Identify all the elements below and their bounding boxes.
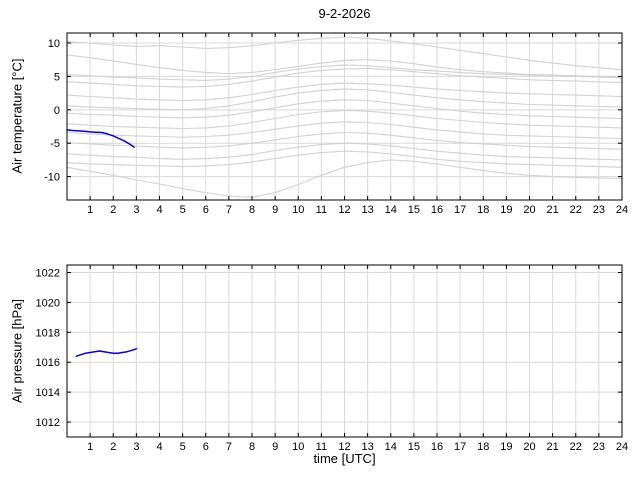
- svg-text:15: 15: [408, 204, 420, 216]
- figure-title: 9-2-2026: [318, 6, 371, 21]
- svg-text:8: 8: [249, 204, 255, 216]
- svg-text:4: 4: [156, 441, 162, 453]
- svg-text:5: 5: [54, 71, 60, 83]
- svg-text:22: 22: [570, 204, 582, 216]
- svg-text:21: 21: [547, 204, 559, 216]
- svg-text:-5: -5: [50, 138, 60, 150]
- svg-text:0: 0: [54, 105, 60, 117]
- svg-text:18: 18: [477, 204, 489, 216]
- pressure-y-axis-label: Air pressure [hPa]: [9, 298, 25, 404]
- svg-text:2: 2: [110, 204, 116, 216]
- svg-text:1: 1: [87, 441, 93, 453]
- svg-text:17: 17: [454, 441, 466, 453]
- svg-text:14: 14: [385, 441, 397, 453]
- svg-text:1018: 1018: [36, 327, 60, 339]
- time-x-axis-label: time [UTC]: [313, 451, 376, 466]
- svg-text:3: 3: [133, 441, 139, 453]
- svg-text:2: 2: [110, 441, 116, 453]
- svg-text:10: 10: [292, 204, 304, 216]
- svg-text:9: 9: [272, 204, 278, 216]
- svg-text:11: 11: [316, 441, 327, 453]
- svg-text:5: 5: [180, 441, 186, 453]
- svg-text:12: 12: [338, 204, 350, 216]
- svg-text:23: 23: [593, 204, 605, 216]
- svg-text:1016: 1016: [36, 357, 60, 369]
- svg-text:3: 3: [133, 204, 139, 216]
- svg-text:1: 1: [87, 204, 93, 216]
- svg-text:21: 21: [547, 441, 559, 453]
- svg-text:13: 13: [362, 204, 374, 216]
- svg-text:17: 17: [454, 204, 466, 216]
- svg-text:20: 20: [523, 441, 535, 453]
- svg-text:19: 19: [500, 441, 512, 453]
- svg-text:22: 22: [570, 441, 582, 453]
- svg-text:12: 12: [338, 441, 350, 453]
- svg-text:7: 7: [226, 441, 232, 453]
- svg-text:10: 10: [292, 441, 304, 453]
- svg-text:6: 6: [203, 204, 209, 216]
- svg-text:7: 7: [226, 204, 232, 216]
- svg-text:10: 10: [48, 38, 60, 50]
- svg-text:1022: 1022: [36, 267, 60, 279]
- svg-text:15: 15: [408, 441, 420, 453]
- svg-text:11: 11: [316, 204, 327, 216]
- svg-text:6: 6: [203, 441, 209, 453]
- svg-text:18: 18: [477, 441, 489, 453]
- svg-text:16: 16: [431, 441, 443, 453]
- svg-text:24: 24: [616, 204, 628, 216]
- svg-text:-10: -10: [44, 172, 60, 184]
- svg-text:24: 24: [616, 441, 628, 453]
- svg-text:13: 13: [362, 441, 374, 453]
- svg-text:1020: 1020: [36, 297, 60, 309]
- svg-text:16: 16: [431, 204, 443, 216]
- svg-text:4: 4: [156, 204, 162, 216]
- svg-text:23: 23: [593, 441, 605, 453]
- temperature-y-axis-label: Air temperature [°C]: [9, 58, 25, 174]
- svg-text:9: 9: [272, 441, 278, 453]
- svg-text:1012: 1012: [36, 417, 60, 429]
- svg-text:5: 5: [180, 204, 186, 216]
- svg-text:14: 14: [385, 204, 397, 216]
- svg-text:1014: 1014: [36, 387, 60, 399]
- svg-text:8: 8: [249, 441, 255, 453]
- svg-text:20: 20: [523, 204, 535, 216]
- svg-text:19: 19: [500, 204, 512, 216]
